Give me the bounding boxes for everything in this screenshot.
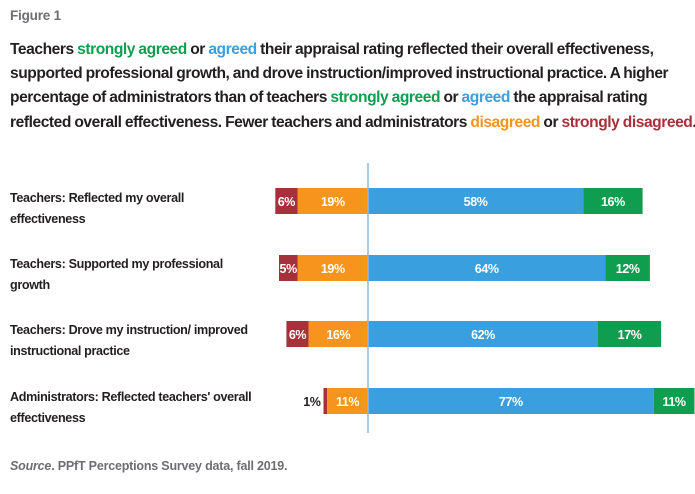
bar-strongly-agree — [605, 255, 650, 281]
title-text: or — [540, 113, 562, 131]
title-keyword: agreed — [208, 41, 257, 58]
category-label: Teachers: Supported my professional grow… — [10, 257, 223, 292]
data-label: 1% — [303, 395, 321, 409]
source-note: Source. PPfT Perceptions Survey data, fa… — [10, 459, 288, 473]
bar-strongly-agree — [653, 388, 695, 414]
data-label: 16% — [326, 328, 350, 342]
title-keyword: agreed — [461, 89, 511, 107]
chart-title: Teachers strongly agreed or agreed their… — [10, 38, 695, 135]
source-label: Source — [10, 459, 52, 473]
title-keyword: strongly agreed — [77, 41, 187, 58]
data-label: 19% — [321, 262, 345, 276]
bar-disagree — [308, 321, 368, 347]
title-text: or — [186, 41, 209, 58]
data-label: 62% — [471, 328, 495, 342]
bar-disagree — [327, 388, 368, 414]
data-label: 5% — [280, 262, 298, 276]
title-text: . — [692, 114, 695, 131]
title-keyword: disagreed — [470, 113, 540, 131]
bar-disagree — [297, 255, 368, 281]
data-label: 11% — [336, 395, 359, 409]
data-label: 19% — [321, 195, 345, 209]
title-text: or — [440, 89, 462, 107]
bar-strongly-disagree — [286, 321, 309, 347]
title-text: the appraisal rating reflected overall e… — [10, 89, 648, 131]
source-text: . PPfT Perceptions Survey data, fall 201… — [51, 459, 288, 473]
data-label: 11% — [663, 395, 686, 409]
bar-strongly-disagree — [275, 188, 298, 214]
data-label: 77% — [499, 395, 523, 409]
category-label: Teachers: Reflected my overall effective… — [10, 191, 185, 226]
bar-agree — [368, 321, 598, 347]
category-label: Teachers: Drove my instruction/ improved… — [10, 323, 248, 358]
title-keyword: strongly agreed — [330, 89, 441, 107]
title-keyword: strongly disagreed — [561, 113, 693, 131]
bar-strongly-disagree — [279, 255, 298, 281]
bar-agree — [368, 188, 584, 214]
title-text: their appraisal rating reflected their o… — [10, 41, 669, 107]
bar-agree — [368, 388, 654, 414]
data-label: 58% — [464, 195, 488, 209]
figure-label: Figure 1 — [10, 8, 61, 23]
bar-disagree — [297, 188, 368, 214]
bar-strongly-agree — [598, 321, 662, 347]
title-text: Teachers — [10, 41, 78, 58]
data-label: 6% — [278, 195, 296, 209]
bar-strongly-disagree — [323, 388, 328, 414]
data-label: 17% — [618, 328, 642, 342]
bar-strongly-agree — [583, 188, 643, 214]
data-label: 64% — [475, 262, 499, 276]
data-label: 16% — [601, 195, 625, 209]
category-label: Administrators: Reflected teachers' over… — [10, 390, 252, 425]
bar-agree — [368, 255, 606, 281]
data-label: 12% — [616, 262, 640, 276]
data-label: 6% — [289, 328, 307, 342]
